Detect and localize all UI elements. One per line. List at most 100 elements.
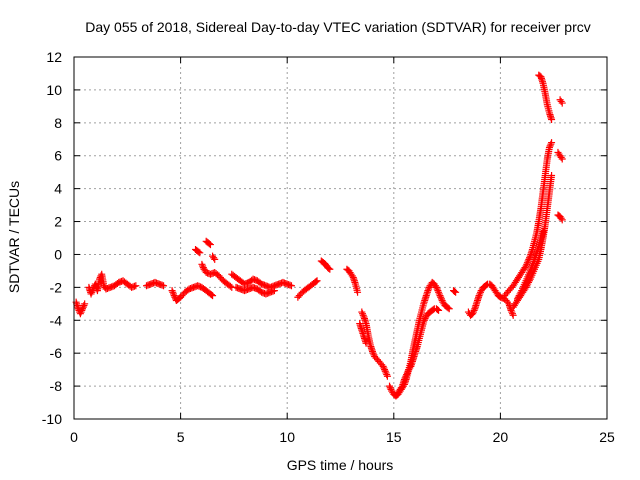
data-point-fill (88, 287, 96, 295)
data-point-fill (425, 285, 433, 293)
data-point (326, 265, 334, 273)
data-point (383, 372, 391, 380)
data-point-fill (372, 354, 380, 362)
data-point-fill (528, 247, 536, 255)
data-point (198, 260, 206, 268)
data-point-fill (532, 231, 540, 239)
plot-frame (73, 56, 608, 420)
x-tick-label: 5 (177, 429, 185, 445)
x-tick-labels: 0 5 10 15 20 25 (70, 429, 615, 445)
data-point-fill (112, 281, 120, 289)
data-point (170, 292, 178, 300)
data-point-fill (539, 78, 547, 86)
data-point-fill (411, 351, 419, 359)
data-point-fill (472, 300, 480, 308)
data-point-fill (79, 303, 87, 311)
data-point (435, 306, 443, 314)
data-point-fill (199, 284, 207, 292)
data-point-fill (381, 366, 389, 374)
data-point-fill (470, 306, 478, 314)
x-axis-label: GPS time / hours (287, 457, 394, 473)
data-point-fill (530, 257, 538, 265)
data-point-fill (169, 290, 177, 298)
y-tick-label: 8 (54, 115, 62, 131)
data-point-fill (77, 308, 85, 316)
data-point-fill (221, 278, 229, 286)
data-point-fill (437, 295, 445, 303)
data-point-fill (413, 344, 421, 352)
data-point-fill (397, 384, 405, 392)
data-point-fill (516, 290, 524, 298)
data-point-fill (351, 278, 359, 286)
data-point (558, 99, 566, 107)
data-point-fill (300, 287, 308, 295)
y-tick-label: 2 (54, 214, 62, 230)
data-point-fill (169, 288, 177, 296)
data-point-fill (357, 325, 365, 332)
data-point-fill (80, 301, 88, 309)
data-point-fill (225, 281, 233, 289)
data-point-fill (78, 306, 86, 314)
data-point (168, 287, 176, 295)
data-point-fill (269, 287, 277, 295)
data-point-fill (511, 278, 519, 286)
data-point-fill (521, 279, 529, 287)
data-point-fill (434, 287, 442, 295)
data-point (452, 288, 460, 296)
data-point (558, 216, 566, 224)
data-point (437, 293, 445, 301)
y-tick-label: 10 (46, 82, 62, 98)
y-tick-label: 6 (54, 148, 62, 164)
data-point-fill (199, 262, 207, 270)
data-point-fill (359, 310, 367, 318)
data-point-fill (469, 308, 477, 316)
data-point-fill (353, 286, 361, 294)
data-point-fill (95, 277, 103, 285)
data-point (76, 310, 84, 318)
data-point-fill (400, 377, 408, 385)
data-point-fill (514, 293, 522, 301)
data-point (313, 277, 321, 285)
data-point-fill (286, 281, 294, 289)
data-point (509, 311, 517, 319)
data-point-fill (420, 316, 428, 324)
y-tick-label: 0 (54, 246, 62, 262)
data-point-fill (423, 288, 431, 296)
data-point-fill (99, 280, 107, 288)
data-point-fill (434, 306, 442, 314)
data-point-fill (435, 290, 443, 298)
data-point (381, 367, 389, 375)
data-point-fill (226, 282, 234, 290)
data-point-fill (401, 374, 409, 382)
data-point-fill (523, 260, 531, 268)
data-point-fill (369, 349, 377, 357)
y-tick-label: 12 (46, 49, 62, 65)
data-point-fill (403, 369, 411, 377)
data-point-fill (541, 87, 549, 95)
x-tick-label: 0 (70, 429, 78, 445)
data-point-fill (376, 359, 384, 367)
y-tick-label: 4 (54, 181, 62, 197)
data-point-fill (547, 174, 555, 182)
data-point-fill (130, 282, 138, 290)
data-points (72, 71, 566, 400)
data-point-fill (419, 302, 427, 310)
data-point-fill (545, 107, 553, 115)
data-point-fill (182, 287, 190, 295)
data-point-fill (255, 278, 263, 286)
data-point-fill (547, 114, 555, 122)
data-point-fill (359, 311, 367, 319)
x-tick-label: 10 (279, 429, 295, 445)
data-point-fill (557, 214, 565, 222)
data-point-fill (408, 357, 416, 365)
data-point-fill (530, 239, 538, 247)
data-point-fill (368, 346, 376, 354)
data-point-fill (515, 292, 523, 300)
data-point-fill (208, 291, 216, 299)
data-point (548, 139, 556, 147)
data-point (558, 155, 566, 163)
data-point-fill (382, 369, 390, 377)
y-tick-label: -8 (50, 378, 63, 394)
data-point-fill (508, 310, 516, 318)
